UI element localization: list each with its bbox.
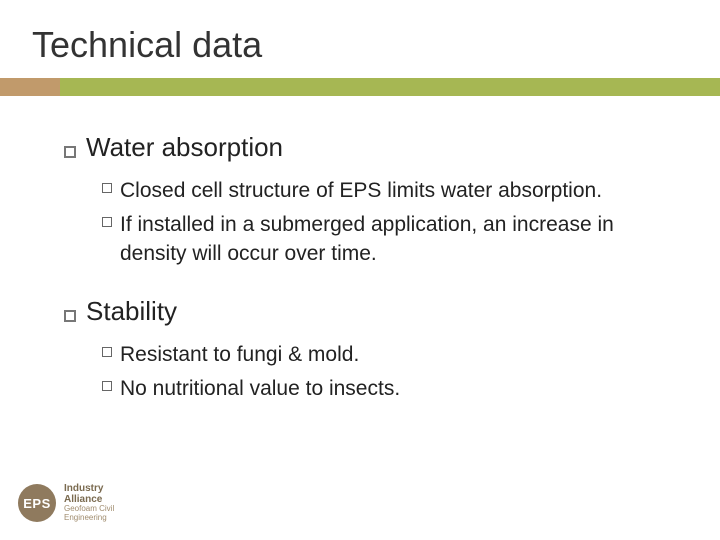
section-stability: Stability Resistant to fungi & mold. No … [64, 296, 672, 404]
content-area: Water absorption Closed cell structure o… [0, 96, 720, 404]
section-water-absorption: Water absorption Closed cell structure o… [64, 132, 672, 268]
sub-list: Closed cell structure of EPS limits wate… [64, 177, 672, 268]
list-item: Resistant to fungi & mold. [102, 341, 672, 369]
logo-text: Industry Alliance Geofoam Civil Engineer… [64, 484, 114, 522]
section-title: Stability [86, 296, 177, 327]
logo-circle: EPS [18, 484, 56, 522]
page-title: Technical data [0, 0, 720, 78]
list-item-text: Resistant to fungi & mold. [120, 341, 359, 369]
square-bullet-icon [64, 146, 76, 158]
list-item: Closed cell structure of EPS limits wate… [102, 177, 672, 205]
square-bullet-icon [64, 310, 76, 322]
list-item-text: No nutritional value to insects. [120, 375, 400, 403]
list-item: No nutritional value to insects. [102, 375, 672, 403]
accent-bar [0, 78, 720, 96]
section-heading: Water absorption [64, 132, 672, 163]
list-item-text: If installed in a submerged application,… [120, 211, 672, 268]
accent-right [60, 78, 720, 96]
square-bullet-icon [102, 217, 112, 227]
section-heading: Stability [64, 296, 672, 327]
eps-logo: EPS Industry Alliance Geofoam Civil Engi… [18, 484, 114, 522]
square-bullet-icon [102, 183, 112, 193]
square-bullet-icon [102, 347, 112, 357]
sub-list: Resistant to fungi & mold. No nutritiona… [64, 341, 672, 404]
list-item: If installed in a submerged application,… [102, 211, 672, 268]
logo-line4: Engineering [64, 514, 114, 522]
section-title: Water absorption [86, 132, 283, 163]
slide: Technical data Water absorption Closed c… [0, 0, 720, 540]
square-bullet-icon [102, 381, 112, 391]
accent-left [0, 78, 60, 96]
list-item-text: Closed cell structure of EPS limits wate… [120, 177, 602, 205]
